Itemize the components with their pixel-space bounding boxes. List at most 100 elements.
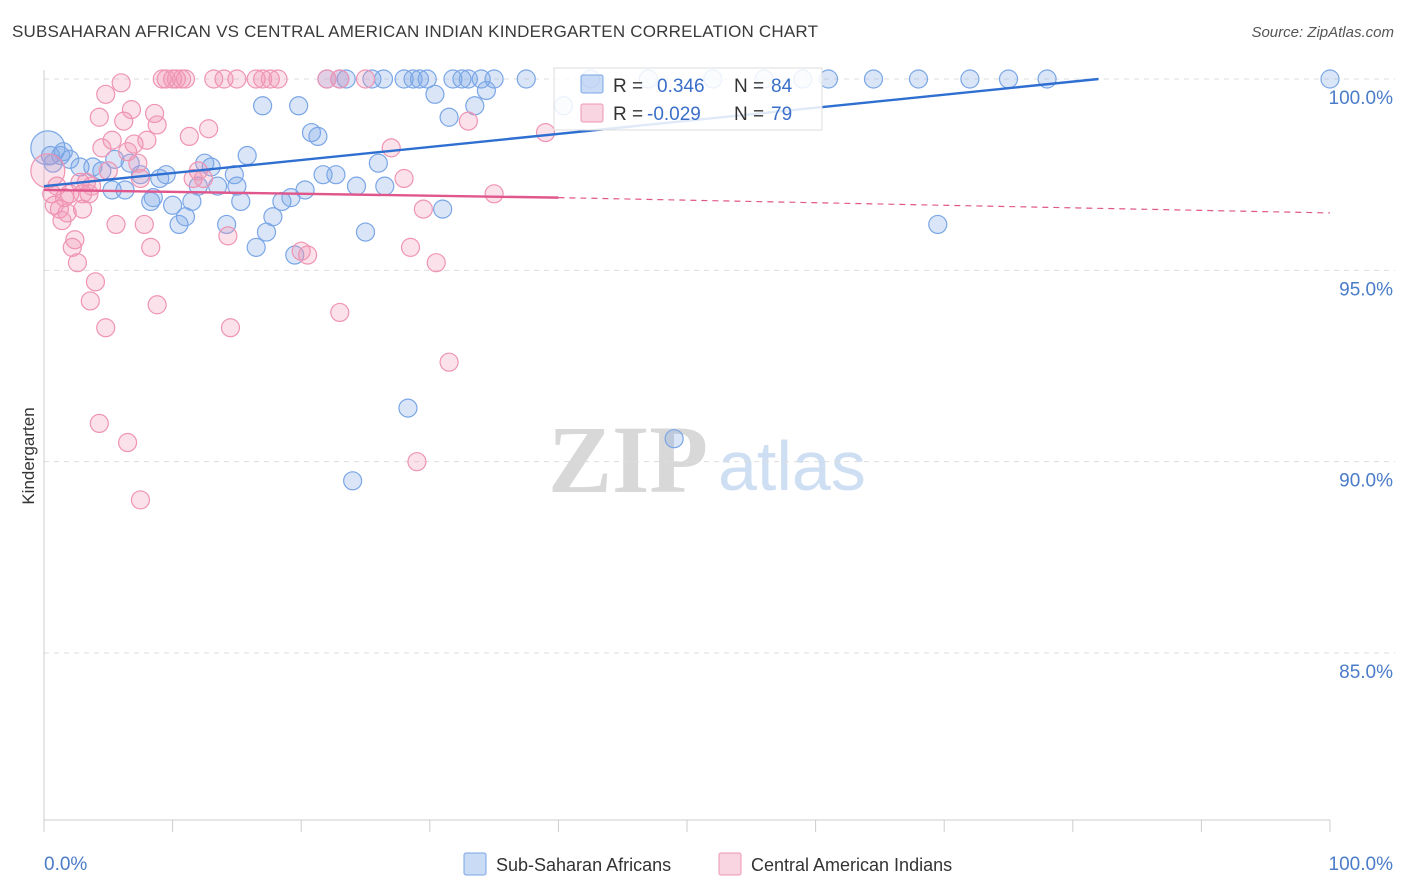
data-point: [1320, 69, 1340, 89]
legend-swatch-sub-saharan: [463, 852, 487, 876]
data-point: [439, 352, 459, 372]
stats-n-value-1: 84: [771, 76, 793, 97]
data-point: [425, 84, 445, 104]
data-point: [156, 69, 176, 89]
data-point: [407, 452, 427, 472]
data-point: [394, 168, 414, 189]
legend-label-central-american: Central American Indians: [751, 855, 952, 875]
data-point: [400, 237, 421, 257]
data-point: [263, 207, 283, 227]
data-point: [368, 153, 388, 173]
watermark: ZIP atlas: [548, 406, 866, 513]
data-point: [130, 168, 151, 189]
data-point: [193, 168, 214, 189]
data-point: [199, 119, 219, 139]
data-point: [246, 237, 266, 257]
data-point: [114, 111, 134, 131]
data-point: [355, 69, 376, 89]
data-point: [218, 226, 238, 246]
data-point: [417, 69, 437, 89]
data-point: [98, 161, 118, 181]
data-point: [227, 69, 247, 89]
data-point: [253, 69, 273, 89]
data-point: [141, 237, 161, 257]
data-point: [237, 145, 257, 166]
data-point: [346, 176, 367, 196]
data-point: [535, 122, 556, 143]
trend-lines: [43, 77, 1331, 214]
data-point: [960, 69, 980, 89]
data-point: [426, 253, 446, 273]
data-point: [863, 69, 884, 89]
series-central-american-points: [30, 69, 556, 510]
y-axis-label: Kindergarten: [19, 407, 38, 504]
trend-line: [43, 188, 559, 199]
data-point: [516, 69, 536, 89]
y-tick-label: 100.0%: [1329, 88, 1394, 109]
data-point: [96, 84, 116, 104]
data-point: [227, 176, 247, 196]
data-point: [106, 214, 126, 235]
data-point: [175, 69, 196, 89]
data-point: [298, 245, 318, 265]
stats-r-value-2: -0.029: [647, 104, 701, 125]
trend-line: [43, 77, 1099, 188]
stats-swatch-blue: [580, 74, 604, 94]
data-point: [65, 230, 85, 250]
data-point: [295, 180, 315, 200]
data-point: [476, 80, 496, 101]
legend-label-sub-saharan: Sub-Saharan Africans: [496, 855, 671, 875]
watermark-atlas: atlas: [718, 427, 866, 505]
data-point: [147, 115, 167, 135]
data-point: [343, 471, 363, 491]
data-point: [111, 73, 131, 93]
data-point: [121, 100, 142, 120]
data-point: [398, 398, 418, 418]
data-point: [124, 134, 144, 154]
trend-line-extension: [558, 197, 1331, 214]
data-point: [163, 195, 183, 215]
data-point: [246, 69, 266, 89]
data-point: [85, 272, 106, 292]
chart-source: Source: ZipAtlas.com: [1251, 24, 1394, 41]
data-point: [403, 69, 423, 89]
data-point: [147, 295, 167, 315]
data-point: [260, 69, 280, 89]
data-point: [326, 165, 346, 185]
stats-r-value-1: 0.346: [657, 76, 705, 97]
stats-n-label-1: N =: [734, 76, 764, 97]
data-point: [362, 69, 382, 89]
y-tick-label: 90.0%: [1339, 471, 1393, 492]
stats-r-label-2: R =: [613, 104, 643, 125]
bottom-legend: Sub-Saharan Africans Central American In…: [463, 852, 952, 876]
x-tick-label-start: 0.0%: [44, 854, 87, 875]
watermark-zip: ZIP: [548, 406, 708, 513]
data-point: [373, 69, 394, 89]
data-point: [80, 291, 100, 311]
data-point: [67, 253, 88, 273]
data-point: [928, 214, 948, 235]
data-point: [117, 432, 138, 453]
data-point: [317, 69, 337, 89]
stats-swatch-pink: [580, 103, 604, 123]
stats-legend: R = 0.346 N = 84 R = -0.029 N = 79: [553, 67, 823, 131]
data-point: [231, 191, 251, 212]
data-point: [355, 222, 376, 242]
data-point: [220, 318, 241, 338]
data-point: [409, 69, 430, 89]
tick-labels: 100.0% 95.0% 90.0% 85.0% 0.0% 100.0%: [44, 88, 1393, 875]
data-point: [102, 130, 122, 150]
stats-r-label-1: R =: [613, 76, 643, 97]
data-point: [57, 203, 77, 223]
data-point: [72, 199, 93, 219]
data-point: [179, 126, 199, 146]
y-tick-label: 95.0%: [1339, 279, 1393, 300]
data-point: [268, 69, 288, 89]
data-point: [62, 237, 82, 257]
data-point: [484, 69, 504, 89]
data-point: [998, 69, 1019, 89]
stats-legend-box: [553, 67, 823, 131]
data-point: [169, 214, 189, 235]
data-point: [336, 69, 356, 89]
data-point: [330, 302, 350, 323]
